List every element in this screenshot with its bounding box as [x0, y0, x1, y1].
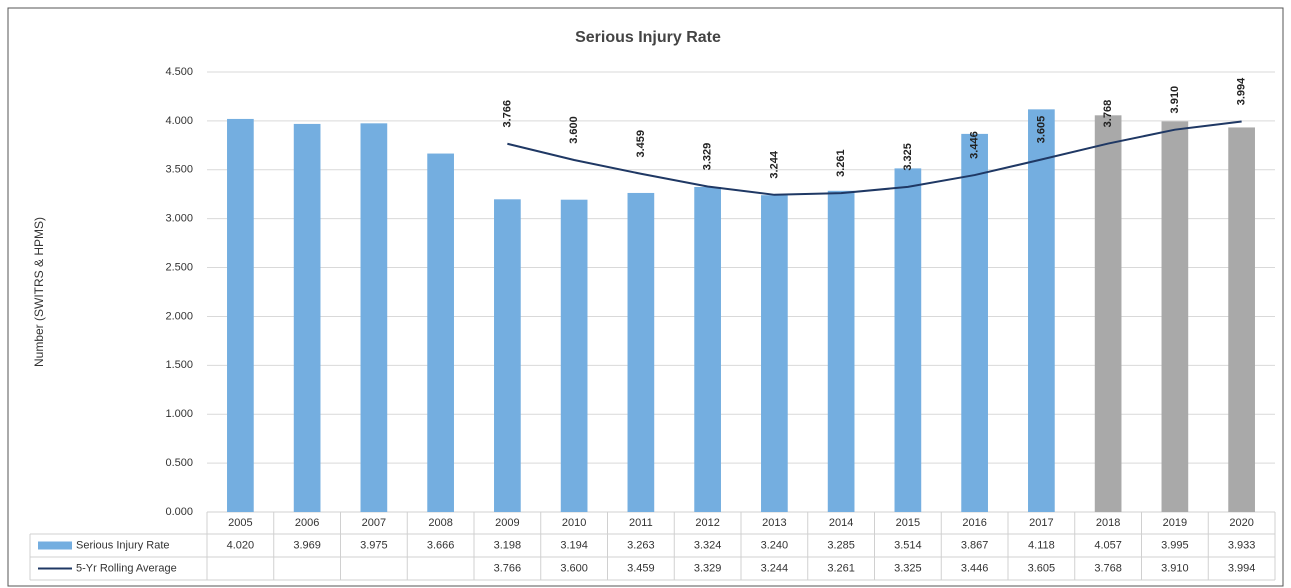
table-value: 3.459 — [627, 562, 655, 574]
y-tick-label: 3.500 — [165, 164, 193, 176]
data-label: 3.329 — [702, 143, 714, 171]
y-tick-label: 4.000 — [165, 115, 193, 127]
data-label: 3.325 — [902, 143, 914, 171]
data-label: 3.446 — [969, 131, 981, 159]
table-value: 3.994 — [1228, 562, 1256, 574]
data-label: 3.600 — [568, 116, 580, 144]
table-value: 3.261 — [827, 562, 855, 574]
table-value: 3.240 — [761, 539, 789, 551]
table-value: 3.198 — [494, 539, 522, 551]
bar — [1161, 121, 1189, 512]
table-value: 3.514 — [894, 539, 922, 551]
y-tick-label: 4.500 — [165, 66, 193, 78]
table-value: 3.995 — [1161, 539, 1189, 551]
bar — [293, 123, 321, 513]
x-tick-label: 2018 — [1096, 517, 1120, 529]
y-tick-label: 1.500 — [165, 359, 193, 371]
x-tick-label: 2013 — [762, 517, 786, 529]
table-value: 3.969 — [293, 539, 321, 551]
bar — [560, 199, 588, 512]
data-label: 3.244 — [768, 150, 780, 178]
bar — [1028, 109, 1055, 513]
table-value: 3.285 — [827, 539, 855, 551]
bar — [961, 133, 988, 513]
bar — [827, 190, 855, 513]
table-value: 3.600 — [560, 562, 588, 574]
x-tick-label: 2012 — [695, 517, 719, 529]
x-tick-label: 2019 — [1163, 517, 1187, 529]
table-value: 3.605 — [1028, 562, 1056, 574]
table-value: 3.325 — [894, 562, 922, 574]
bar — [1094, 115, 1122, 512]
table-value: 3.194 — [560, 539, 588, 551]
legend-label: Serious Injury Rate — [76, 539, 170, 551]
y-axis-label: Number (SWITRS & HPMS) — [32, 217, 46, 367]
x-tick-label: 2017 — [1029, 517, 1053, 529]
bar — [227, 118, 254, 512]
line — [507, 120, 1242, 196]
chart-title: Serious Injury Rate — [575, 29, 721, 46]
table-value: 3.975 — [360, 539, 388, 551]
x-tick-label: 2011 — [629, 517, 653, 529]
bar — [761, 195, 788, 512]
x-tick-label: 2008 — [428, 517, 452, 529]
table-value: 3.666 — [427, 539, 455, 551]
x-tick-label: 2007 — [362, 517, 386, 529]
table-value: 3.867 — [961, 539, 989, 551]
y-tick-label: 1.000 — [165, 408, 193, 420]
table-value: 4.020 — [227, 539, 255, 551]
bar — [427, 153, 454, 512]
x-tick-label: 2006 — [295, 517, 319, 529]
table-value: 4.118 — [1028, 539, 1055, 551]
x-tick-label: 2010 — [562, 517, 586, 529]
table-value: 3.910 — [1161, 562, 1189, 574]
x-tick-label: 2015 — [896, 517, 920, 529]
legend-label: 5-Yr Rolling Average — [76, 562, 177, 574]
data-label: 3.768 — [1102, 100, 1114, 128]
x-tick-label: 2009 — [495, 517, 519, 529]
x-tick-label: 2005 — [228, 517, 252, 529]
data-label: 3.261 — [835, 149, 847, 177]
data-label: 3.994 — [1236, 77, 1248, 105]
table-value: 3.263 — [627, 539, 655, 551]
x-tick-label: 2020 — [1229, 517, 1253, 529]
legend-swatch — [38, 541, 72, 550]
y-tick-label: 0.000 — [165, 506, 193, 518]
table-value: 3.446 — [961, 562, 989, 574]
y-tick-label: 3.000 — [165, 213, 193, 225]
bar — [360, 123, 388, 512]
x-tick-label: 2014 — [829, 517, 853, 529]
table-value: 4.057 — [1094, 539, 1122, 551]
table-value: 3.244 — [761, 562, 789, 574]
y-tick-label: 2.500 — [165, 261, 193, 273]
x-tick-label: 2016 — [962, 517, 986, 529]
table-value: 3.766 — [494, 562, 522, 574]
bar — [894, 168, 922, 513]
data-label: 3.459 — [635, 130, 647, 158]
bar — [627, 192, 655, 512]
bar — [694, 186, 721, 512]
data-label: 3.605 — [1035, 116, 1047, 144]
table-value: 3.329 — [694, 562, 722, 574]
y-tick-label: 2.000 — [165, 310, 193, 322]
table-value: 3.768 — [1094, 562, 1122, 574]
data-label: 3.766 — [501, 100, 513, 128]
bar — [1228, 127, 1255, 512]
bar — [494, 199, 521, 512]
table-value: 3.933 — [1228, 539, 1256, 551]
data-label: 3.910 — [1169, 86, 1181, 114]
table-value: 3.324 — [694, 539, 722, 551]
y-tick-label: 0.500 — [165, 457, 193, 469]
